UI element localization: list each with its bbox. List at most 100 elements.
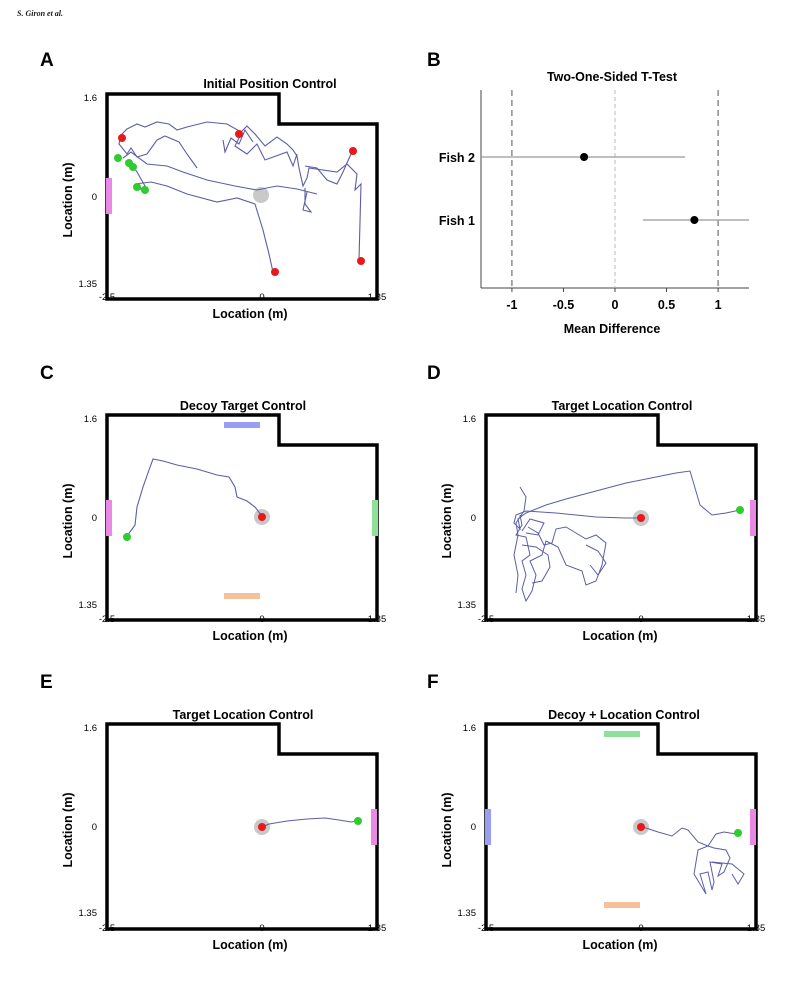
- target-zone: [253, 187, 269, 203]
- panel-label: D: [427, 363, 441, 384]
- x-tick: 1.85: [747, 614, 766, 625]
- panel-title: Decoy + Location Control: [548, 708, 700, 722]
- start-point: [354, 817, 362, 825]
- panel-a: A Initial Position Control: [40, 50, 386, 321]
- panel-title: Target Location Control: [552, 399, 693, 413]
- y-axis-label: Location (m): [440, 793, 454, 868]
- x-tick: 0: [638, 923, 643, 934]
- pink-marker: [750, 809, 756, 845]
- panel-f: F Decoy + Location Control 1.6 0 1.35 -2…: [427, 672, 765, 952]
- running-header: S. Giron et al.: [17, 9, 64, 18]
- pink-marker: [371, 809, 377, 845]
- y-category-label: Fish 2: [439, 151, 475, 165]
- blue-marker: [224, 422, 260, 428]
- tost-chart: -1 -0.5 0 0.5 1 Fish 2 Fish 1: [439, 90, 749, 312]
- y-tick: 1.6: [84, 723, 97, 734]
- y-tick: 0: [92, 192, 97, 203]
- green-marker: [372, 500, 378, 536]
- arena: [484, 722, 758, 931]
- start-points: [114, 154, 149, 194]
- y-axis-label: Location (m): [61, 793, 75, 868]
- y-category-label: Fish 1: [439, 214, 475, 228]
- start-point: [736, 506, 744, 514]
- arena: [484, 413, 758, 622]
- arena: [105, 92, 379, 301]
- x-tick: -2.5: [99, 923, 115, 934]
- orange-marker: [224, 593, 260, 599]
- x-axis-label: Location (m): [213, 307, 288, 321]
- x-axis-label: Location (m): [213, 938, 288, 952]
- pink-marker: [750, 500, 756, 536]
- target-points: [118, 130, 365, 276]
- panel-label: C: [40, 363, 54, 384]
- panel-d: D Target Location Control 1.6 0 1.35 -2.…: [427, 363, 765, 643]
- mean-point: [690, 216, 699, 224]
- y-tick: 0: [92, 513, 97, 524]
- x-tick: 1.85: [747, 923, 766, 934]
- chart-title: Two-One-Sided T-Test: [547, 70, 678, 84]
- y-tick: 1.35: [79, 908, 98, 919]
- x-tick: -2.5: [99, 614, 115, 625]
- x-tick: 0: [259, 292, 264, 303]
- target-point: [637, 823, 645, 831]
- panel-e: E Target Location Control 1.6 0 1.35 -2.…: [40, 672, 386, 952]
- panel-label: E: [40, 672, 53, 693]
- target-point: [258, 513, 266, 521]
- trajectory: [126, 458, 262, 537]
- trajectory: [640, 826, 745, 895]
- x-tick: 1.85: [368, 292, 387, 303]
- panel-title: Decoy Target Control: [180, 399, 306, 413]
- y-tick: 0: [471, 513, 476, 524]
- y-tick: 0: [92, 822, 97, 833]
- x-tick: 0: [638, 614, 643, 625]
- arena: [105, 413, 379, 622]
- panel-title: Initial Position Control: [203, 77, 336, 91]
- x-tick-label: 1: [715, 298, 722, 312]
- green-marker: [604, 731, 640, 737]
- x-axis-label: Location (m): [213, 629, 288, 643]
- x-tick: 1.85: [368, 614, 387, 625]
- mean-point: [580, 153, 589, 161]
- pink-marker: [106, 500, 112, 536]
- y-axis-label: Location (m): [61, 484, 75, 559]
- orange-marker: [604, 902, 640, 908]
- panel-c: C Decoy Target Control 1.6 0 1.35 -2.5 0…: [40, 363, 386, 643]
- start-point: [123, 533, 131, 541]
- y-tick: 0: [471, 822, 476, 833]
- x-tick-label: -1: [506, 298, 517, 312]
- trajectory: [513, 470, 741, 603]
- panel-title: Target Location Control: [173, 708, 314, 722]
- x-axis-label: Location (m): [583, 629, 658, 643]
- trajectory: [261, 817, 358, 828]
- x-axis-label: Mean Difference: [564, 322, 661, 336]
- target-point: [258, 823, 266, 831]
- y-tick: 1.6: [463, 723, 476, 734]
- x-tick: 0: [259, 614, 264, 625]
- x-tick: -2.5: [478, 614, 494, 625]
- y-tick: 1.6: [463, 414, 476, 425]
- panel-b: B Two-One-Sided T-Test -1 -0.5 0 0.5 1 Fish 2…: [427, 50, 749, 336]
- x-tick-label: -0.5: [553, 298, 575, 312]
- panel-label: B: [427, 50, 441, 71]
- y-axis-label: Location (m): [61, 163, 75, 238]
- panel-label: A: [40, 50, 54, 71]
- blue-marker: [485, 809, 491, 845]
- x-tick-label: 0.5: [658, 298, 675, 312]
- y-tick: 1.6: [84, 414, 97, 425]
- y-tick: 1.6: [84, 93, 97, 104]
- x-tick: -2.5: [99, 292, 115, 303]
- y-tick: 1.35: [458, 600, 477, 611]
- y-tick: 1.35: [79, 600, 98, 611]
- x-tick-label: 0: [612, 298, 619, 312]
- x-tick: 0: [259, 923, 264, 934]
- y-tick: 1.35: [79, 279, 98, 290]
- arena: [105, 722, 379, 931]
- start-point: [734, 829, 742, 837]
- panel-label: F: [427, 672, 439, 693]
- pink-marker: [106, 178, 112, 214]
- x-axis-label: Location (m): [583, 938, 658, 952]
- x-tick: 1.85: [368, 923, 387, 934]
- y-tick: 1.35: [458, 908, 477, 919]
- x-tick: -2.5: [478, 923, 494, 934]
